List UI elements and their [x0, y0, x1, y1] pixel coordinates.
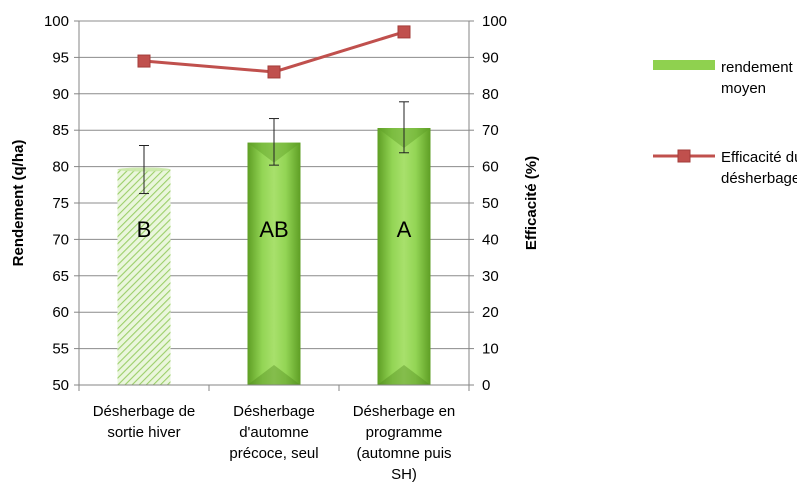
legend-line-label: désherbage — [721, 170, 797, 187]
category-label: (automne puis — [356, 445, 451, 462]
error-bars — [139, 101, 409, 195]
category-label: Désherbage de — [93, 403, 196, 420]
bar-2 — [247, 142, 301, 385]
efficacy-point — [267, 65, 281, 79]
right-tick-label: 70 — [482, 122, 499, 139]
efficacy-point — [137, 54, 151, 68]
right-tick-label: 60 — [482, 159, 499, 176]
bar-3 — [377, 128, 431, 386]
legend-bar-swatch — [653, 60, 715, 70]
right-axis-title: Efficacité (%) — [523, 156, 540, 250]
axis-titles: Rendement (q/ha) Efficacité (%) — [10, 140, 540, 267]
legend: rendement moyen Efficacité du désherbage — [653, 59, 797, 187]
right-tick-label: 30 — [482, 268, 499, 285]
legend-bar-label: moyen — [721, 80, 766, 97]
category-labels: Désherbage de sortie hiver Désherbage d'aut… — [93, 403, 456, 483]
efficacy-point — [397, 25, 411, 39]
left-tick-label: 80 — [52, 159, 69, 176]
left-tick-label: 60 — [52, 304, 69, 321]
category-label: Désherbage — [233, 403, 315, 420]
right-tick-label: 20 — [482, 304, 499, 321]
legend-line-label: Efficacité du — [721, 149, 797, 166]
left-tick-label: 100 — [44, 13, 69, 30]
category-label: Désherbage en — [353, 403, 456, 420]
right-tick-label: 100 — [482, 13, 507, 30]
bar-bottom-facet — [377, 365, 431, 385]
axes — [74, 20, 474, 391]
left-tick-label: 85 — [52, 122, 69, 139]
right-tick-label: 0 — [482, 377, 490, 394]
left-tick-label: 75 — [52, 195, 69, 212]
right-axis-ticks: 0 10 20 30 40 50 60 70 80 90 100 — [482, 13, 507, 394]
grade-labels: B AB A — [137, 217, 412, 242]
left-axis-title: Rendement (q/ha) — [10, 140, 27, 267]
left-tick-label: 65 — [52, 268, 69, 285]
left-axis-ticks: 50 55 60 65 70 75 80 85 90 95 100 — [44, 13, 69, 394]
bar-bottom-facet — [247, 365, 301, 385]
left-tick-label: 90 — [52, 86, 69, 103]
right-tick-label: 80 — [482, 86, 499, 103]
right-tick-label: 10 — [482, 341, 499, 358]
grade-label: A — [397, 217, 412, 242]
right-tick-label: 40 — [482, 231, 499, 248]
left-tick-label: 55 — [52, 341, 69, 358]
bar-1 — [117, 169, 171, 385]
efficacy-line — [137, 25, 411, 79]
left-tick-label: 95 — [52, 49, 69, 66]
category-label: précoce, seul — [229, 445, 318, 462]
category-label: sortie hiver — [107, 424, 180, 441]
right-tick-label: 50 — [482, 195, 499, 212]
category-label: d'automne — [239, 424, 309, 441]
left-tick-label: 50 — [52, 377, 69, 394]
category-label: SH) — [391, 466, 417, 483]
right-tick-label: 90 — [482, 49, 499, 66]
legend-bar-label: rendement — [721, 59, 794, 76]
grade-label: B — [137, 217, 152, 242]
legend-line-marker — [677, 149, 691, 163]
left-tick-label: 70 — [52, 231, 69, 248]
grade-label: AB — [259, 217, 288, 242]
category-label: programme — [366, 424, 443, 441]
